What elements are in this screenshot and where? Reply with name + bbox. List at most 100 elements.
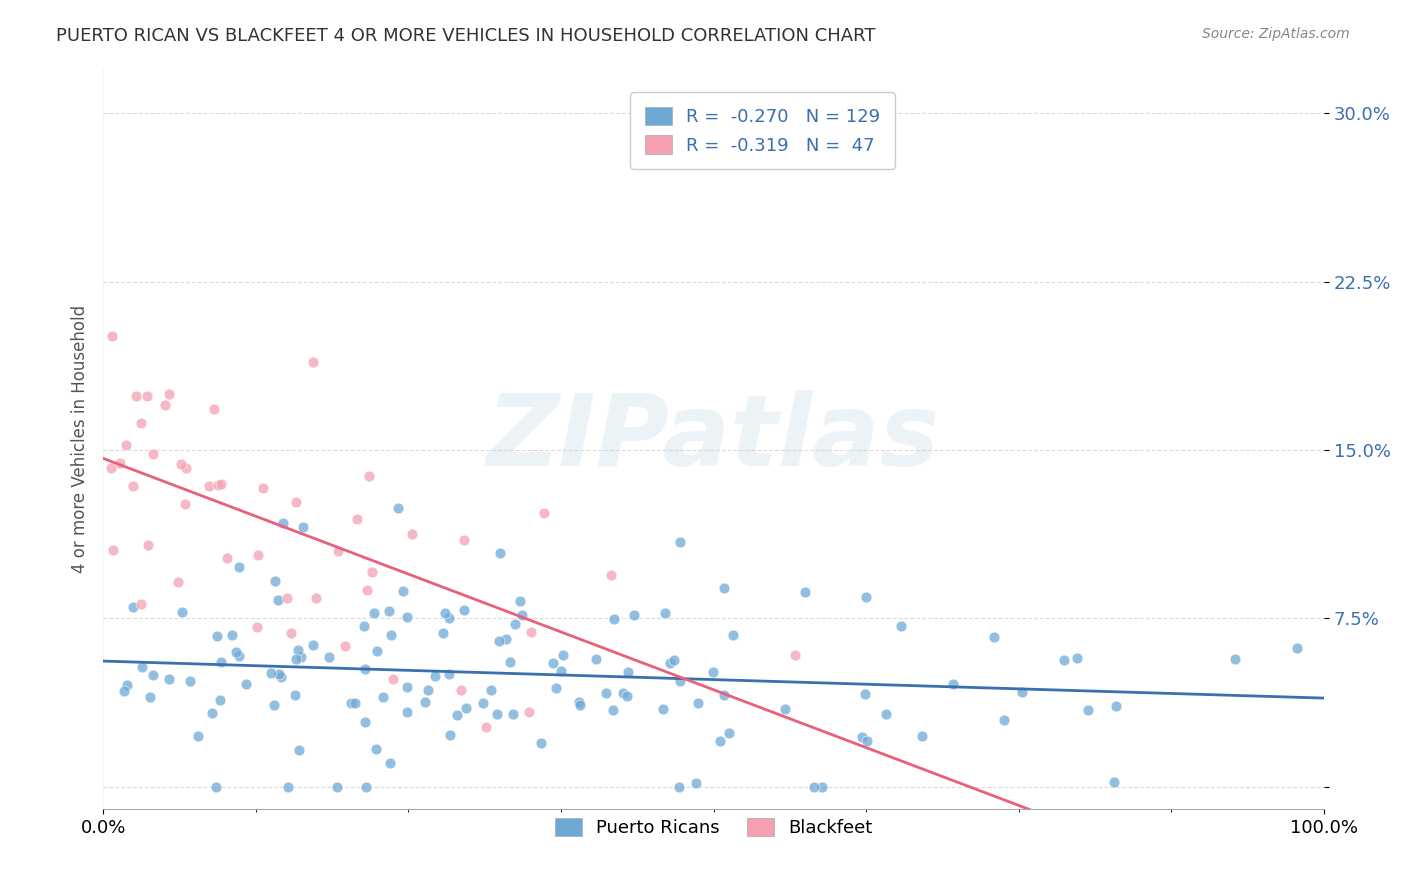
Point <box>453 603 475 617</box>
Point <box>668 780 690 794</box>
Point <box>366 741 388 756</box>
Point <box>595 686 617 700</box>
Point <box>395 680 418 694</box>
Point <box>616 690 638 704</box>
Point <box>301 639 323 653</box>
Point <box>270 670 292 684</box>
Point <box>333 639 356 653</box>
Point <box>486 707 509 722</box>
Point <box>228 559 250 574</box>
Point <box>179 674 201 689</box>
Point <box>292 520 315 534</box>
Point <box>129 416 152 430</box>
Point <box>318 649 340 664</box>
Point <box>361 565 384 579</box>
Point <box>215 551 238 566</box>
Point <box>366 644 388 658</box>
Point <box>174 461 197 475</box>
Point <box>942 677 965 691</box>
Point <box>432 626 454 640</box>
Point <box>138 690 160 704</box>
Point <box>855 591 877 605</box>
Point <box>201 706 224 720</box>
Point <box>803 780 825 794</box>
Point <box>221 628 243 642</box>
Y-axis label: 4 or more Vehicles in Household: 4 or more Vehicles in Household <box>72 305 89 573</box>
Point <box>533 506 555 520</box>
Point <box>354 662 377 676</box>
Point <box>1223 652 1246 666</box>
Point <box>509 594 531 608</box>
Point <box>353 715 375 730</box>
Point <box>890 619 912 633</box>
Point <box>284 688 307 702</box>
Point <box>685 776 707 790</box>
Point <box>993 713 1015 727</box>
Point <box>423 669 446 683</box>
Point <box>280 625 302 640</box>
Point <box>285 652 308 666</box>
Point <box>702 665 724 679</box>
Point <box>252 481 274 495</box>
Point <box>396 609 419 624</box>
Point <box>129 597 152 611</box>
Point <box>600 568 623 582</box>
Point <box>911 729 934 743</box>
Point <box>550 664 572 678</box>
Point <box>658 656 681 670</box>
Point <box>264 574 287 588</box>
Point <box>101 328 124 343</box>
Point <box>263 698 285 712</box>
Point <box>209 655 232 669</box>
Point <box>471 696 494 710</box>
Point <box>166 575 188 590</box>
Point <box>354 780 377 794</box>
Point <box>851 731 873 745</box>
Point <box>853 687 876 701</box>
Point <box>474 720 496 734</box>
Point <box>1053 653 1076 667</box>
Legend: Puerto Ricans, Blackfeet: Puerto Ricans, Blackfeet <box>547 811 880 845</box>
Point <box>271 516 294 530</box>
Point <box>290 649 312 664</box>
Point <box>207 478 229 492</box>
Point <box>302 355 325 369</box>
Point <box>157 673 180 687</box>
Point <box>380 756 402 770</box>
Point <box>811 780 834 794</box>
Point <box>326 780 349 794</box>
Point <box>187 729 209 743</box>
Text: ZIPatlas: ZIPatlas <box>486 391 941 487</box>
Point <box>612 686 634 700</box>
Point <box>277 780 299 794</box>
Point <box>363 606 385 620</box>
Point <box>617 665 640 679</box>
Point <box>153 398 176 412</box>
Point <box>380 628 402 642</box>
Point <box>721 628 744 642</box>
Point <box>623 607 645 622</box>
Point <box>785 648 807 663</box>
Point <box>173 497 195 511</box>
Point <box>356 583 378 598</box>
Point <box>450 682 472 697</box>
Point <box>1285 640 1308 655</box>
Point <box>207 629 229 643</box>
Point <box>170 605 193 619</box>
Point <box>713 582 735 596</box>
Point <box>288 743 311 757</box>
Point <box>416 683 439 698</box>
Point <box>489 546 512 560</box>
Point <box>439 728 461 742</box>
Point <box>512 607 534 622</box>
Point <box>652 702 675 716</box>
Point <box>713 688 735 702</box>
Point <box>326 544 349 558</box>
Point <box>401 527 423 541</box>
Point <box>125 389 148 403</box>
Point <box>517 705 540 719</box>
Point <box>569 698 592 712</box>
Point <box>353 619 375 633</box>
Point <box>103 543 125 558</box>
Point <box>381 672 404 686</box>
